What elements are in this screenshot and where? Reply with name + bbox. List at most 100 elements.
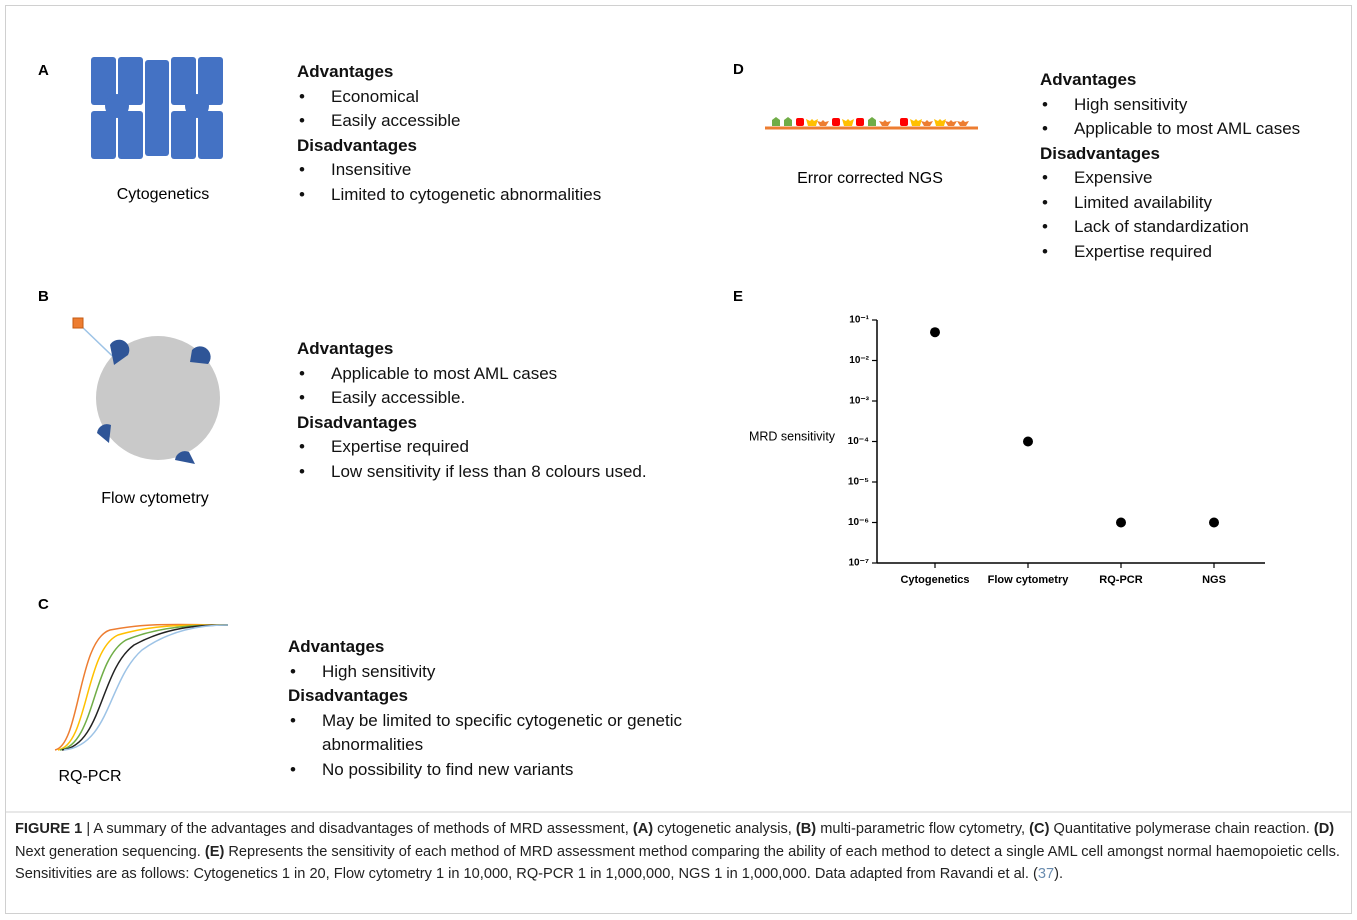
point [1209, 518, 1219, 528]
item-text: Economical [331, 85, 751, 110]
caption-segment: | A summary of the advantages and disadv… [82, 821, 633, 837]
point [1023, 437, 1033, 447]
item-text: Insensitive [331, 158, 751, 183]
x-tick-label: Flow cytometry [988, 574, 1070, 586]
advantage-item: •Easily accessible. [297, 386, 751, 411]
bullet: • [297, 183, 331, 208]
item-text: Lack of standardization [1074, 215, 1357, 240]
y-tick-label: 10⁻⁵ [848, 477, 869, 488]
bullet: • [288, 660, 322, 685]
item-text: Applicable to most AML cases [331, 362, 751, 387]
caption-segment: FIGURE 1 [15, 821, 82, 837]
caption-segment: (D) [1314, 821, 1334, 837]
item-text: Easily accessible. [331, 386, 751, 411]
y-tick-label: 10⁻¹ [849, 315, 869, 326]
bullet: • [288, 709, 322, 758]
bullet: • [297, 460, 331, 485]
item-text: Easily accessible [331, 109, 751, 134]
item-text: Applicable to most AML cases [1074, 117, 1357, 142]
pcr-icon [55, 624, 228, 750]
method-name: Flow cytometry [101, 490, 209, 508]
disadvantages-heading: Disadvantages [297, 134, 751, 159]
bullet: • [297, 85, 331, 110]
item-text: Limited to cytogenetic abnormalities [331, 183, 751, 208]
caption-segment: (E) [205, 844, 224, 860]
chromosome-icon [91, 57, 223, 159]
disadvantage-item: •No possibility to find new variants [288, 758, 742, 783]
x-tick-label: NGS [1202, 574, 1226, 586]
bullet: • [1040, 93, 1074, 118]
disadvantages-heading: Disadvantages [297, 411, 751, 436]
disadvantages-heading: Disadvantages [288, 684, 742, 709]
advantages-heading: Advantages [288, 635, 742, 660]
item-text: Expensive [1074, 166, 1357, 191]
method-name: Cytogenetics [117, 186, 210, 204]
caption: FIGURE 1 | A summary of the advantages a… [15, 818, 1340, 886]
advantage-item: •Easily accessible [297, 109, 751, 134]
caption-segment: cytogenetic analysis, [653, 821, 796, 837]
y-axis-label: MRD sensitivity [749, 429, 836, 443]
flow-icon [73, 318, 220, 464]
bullet: • [1040, 215, 1074, 240]
x-tick-label: Cytogenetics [900, 574, 969, 586]
caption-segment: (A) [633, 821, 653, 837]
disadvantage-item: •Expertise required [1040, 240, 1357, 265]
method-name: Error corrected NGS [797, 170, 943, 188]
caption-segment: Next generation sequencing. [15, 844, 205, 860]
item-text: High sensitivity [1074, 93, 1357, 118]
advantages-heading: Advantages [1040, 68, 1357, 93]
ngs-icon [765, 117, 978, 128]
panel-label: B [38, 288, 49, 305]
panel-label: E [733, 288, 743, 305]
bullet: • [1040, 166, 1074, 191]
item-text: High sensitivity [322, 660, 742, 685]
point [930, 327, 940, 337]
advantages-heading: Advantages [297, 337, 751, 362]
x-tick-label: RQ-PCR [1099, 574, 1142, 586]
advantage-item: •Applicable to most AML cases [297, 362, 751, 387]
item-text: Low sensitivity if less than 8 colours u… [331, 460, 751, 485]
y-tick-label: 10⁻⁶ [848, 517, 869, 528]
bullet: • [297, 435, 331, 460]
caption-segment: 37 [1038, 866, 1054, 882]
disadvantage-item: •Insensitive [297, 158, 751, 183]
disadvantage-item: •Limited availability [1040, 191, 1357, 216]
item-text: Expertise required [331, 435, 751, 460]
y-tick-label: 10⁻⁴ [848, 436, 869, 447]
caption-segment: (B) [796, 821, 816, 837]
bullet: • [1040, 117, 1074, 142]
bullet: • [297, 158, 331, 183]
point [1116, 518, 1126, 528]
y-tick-label: 10⁻⁷ [848, 558, 869, 569]
item-text: May be limited to specific cytogenetic o… [322, 709, 742, 758]
method-summary: Advantages•High sensitivity•Applicable t… [1040, 68, 1357, 264]
panel-label: C [38, 596, 49, 613]
disadvantage-item: •Expensive [1040, 166, 1357, 191]
advantage-item: •Economical [297, 85, 751, 110]
disadvantage-item: •Low sensitivity if less than 8 colours … [297, 460, 751, 485]
method-name: RQ-PCR [58, 768, 121, 786]
item-text: Limited availability [1074, 191, 1357, 216]
item-text: Expertise required [1074, 240, 1357, 265]
method-summary: Advantages•Applicable to most AML cases•… [297, 337, 751, 484]
panel-label: D [733, 61, 744, 78]
bullet: • [297, 386, 331, 411]
bullet: • [288, 758, 322, 783]
disadvantage-item: •Lack of standardization [1040, 215, 1357, 240]
caption-segment: (C) [1029, 821, 1049, 837]
y-tick-label: 10⁻² [849, 355, 869, 366]
disadvantage-item: •May be limited to specific cytogenetic … [288, 709, 742, 758]
item-text: No possibility to find new variants [322, 758, 742, 783]
disadvantage-item: •Limited to cytogenetic abnormalities [297, 183, 751, 208]
advantage-item: •High sensitivity [1040, 93, 1357, 118]
caption-segment: Quantitative polymerase chain reaction. [1049, 821, 1313, 837]
advantages-heading: Advantages [297, 60, 751, 85]
bullet: • [1040, 191, 1074, 216]
disadvantages-heading: Disadvantages [1040, 142, 1357, 167]
figure: MRD sensitivity 10⁻¹ 10⁻² 10⁻³ 10⁻⁴ 10⁻⁵ 10⁻⁶ 1… [0, 0, 1357, 920]
advantage-item: •Applicable to most AML cases [1040, 117, 1357, 142]
y-tick-label: 10⁻³ [849, 396, 869, 407]
caption-segment: multi-parametric flow cytometry, [816, 821, 1029, 837]
